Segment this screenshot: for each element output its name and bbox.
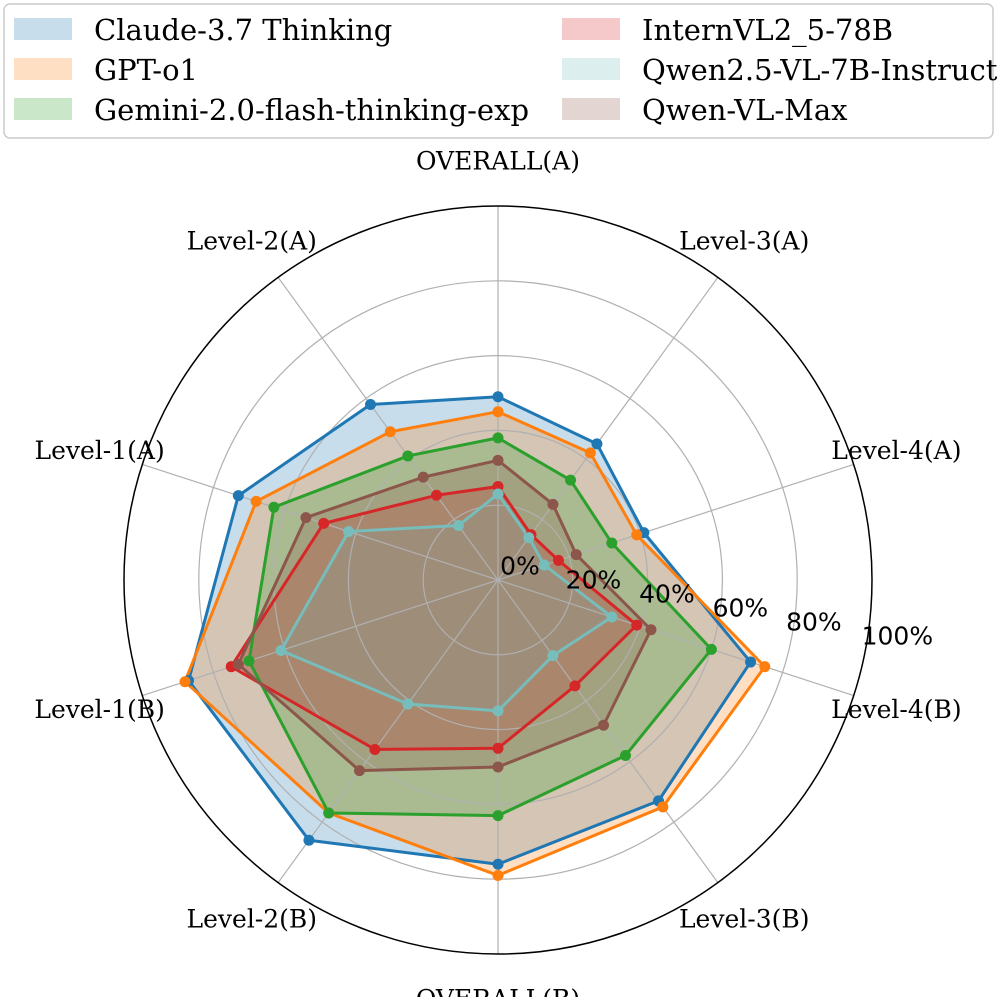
series-area-qwen2-5-vl-7b-instruct xyxy=(281,493,612,711)
point-gpt-o1-overall-a xyxy=(492,406,504,418)
legend-swatch-qwen2-5-vl-7b-instruct xyxy=(562,58,620,80)
legend-label-qwen-vl-max: Qwen-VL-Max xyxy=(642,93,847,127)
axis-label-level-2-b: Level-2(B) xyxy=(187,904,318,933)
point-claude-3-7-thinking-level-1-a xyxy=(232,490,244,502)
radial-tick-label-60: 60% xyxy=(713,594,769,623)
outer-ring xyxy=(123,205,873,955)
radial-tick-label-40: 40% xyxy=(639,580,695,609)
point-gpt-o1-level-1-b xyxy=(179,676,191,688)
point-qwen2-5-vl-7b-instruct-level-4-a xyxy=(538,559,550,571)
point-gemini-2-0-flash-thinking-exp-level-3-a xyxy=(565,474,577,486)
legend-swatch-qwen-vl-max xyxy=(562,98,620,120)
radial-tick-label-80: 80% xyxy=(786,608,842,637)
point-gemini-2-0-flash-thinking-exp-level-1-b xyxy=(243,655,255,667)
legend: Claude-3.7 Thinking GPT-o1 Gemini-2.0-flas… xyxy=(3,3,997,139)
axis-label-level-2-a: Level-2(A) xyxy=(187,227,317,256)
grid-spoke-level-4-b xyxy=(497,579,854,697)
point-internvl2-5-78b-overall-b xyxy=(492,742,504,754)
series-area-claude-3-7-thinking xyxy=(188,396,751,865)
point-gemini-2-0-flash-thinking-exp-level-1-a xyxy=(268,501,280,513)
point-gemini-2-0-flash-thinking-exp-level-4-a xyxy=(606,537,618,549)
point-gpt-o1-level-3-a xyxy=(584,447,596,459)
radar-points xyxy=(179,391,771,881)
point-claude-3-7-thinking-level-2-a xyxy=(364,399,376,411)
point-qwen-vl-max-level-2-a xyxy=(417,471,429,483)
point-qwen2-5-vl-7b-instruct-level-1-b xyxy=(275,644,287,656)
point-qwen2-5-vl-7b-instruct-overall-a xyxy=(492,488,504,500)
legend-label-internvl2-5-78b: InternVL2_5-78B xyxy=(642,13,893,48)
legend-label-gpt-o1: GPT-o1 xyxy=(94,53,198,87)
point-qwen-vl-max-level-1-a xyxy=(300,512,312,524)
point-qwen-vl-max-level-4-b xyxy=(645,624,657,636)
axis-label-level-3-b: Level-3(B) xyxy=(679,904,810,933)
point-gemini-2-0-flash-thinking-exp-overall-a xyxy=(492,432,504,444)
point-qwen2-5-vl-7b-instruct-level-1-a xyxy=(343,525,355,537)
legend-swatch-claude-3-7-thinking xyxy=(14,18,72,40)
point-claude-3-7-thinking-level-4-b xyxy=(745,656,757,668)
grid-spoke-level-3-a xyxy=(497,277,719,581)
grid-spoke-level-1-b xyxy=(142,579,499,697)
axis-label-level-1-b: Level-1(B) xyxy=(34,695,165,724)
point-internvl2-5-78b-level-3-b xyxy=(569,680,581,692)
legend-frame xyxy=(3,3,994,139)
radial-tick-label-0: 0% xyxy=(500,552,540,581)
series-area-qwen-vl-max xyxy=(238,460,651,771)
point-qwen-vl-max-level-4-a xyxy=(570,549,582,561)
point-qwen-vl-max-overall-b xyxy=(492,761,504,773)
axis-label-level-4-b: Level-4(B) xyxy=(831,695,962,724)
point-qwen-vl-max-overall-a xyxy=(492,454,504,466)
radar-tick-labels: 0% 20% 40% 60% 80% 100% xyxy=(500,552,933,651)
legend-label-qwen2-5-vl-7b-instruct: Qwen2.5-VL-7B-Instruct xyxy=(642,53,997,87)
point-qwen2-5-vl-7b-instruct-level-3-a xyxy=(523,532,535,544)
point-gpt-o1-overall-b xyxy=(492,869,504,881)
axis-label-level-1-a: Level-1(A) xyxy=(35,436,165,465)
point-gpt-o1-level-3-b xyxy=(657,801,669,813)
radar-axis-labels: OVERALL(A) Level-3(A) Level-4(A) Level-4(B)… xyxy=(34,147,961,997)
point-qwen2-5-vl-7b-instruct-level-3-b xyxy=(547,650,559,662)
point-claude-3-7-thinking-level-3-a xyxy=(591,438,603,450)
point-claude-3-7-thinking-overall-b xyxy=(492,858,504,870)
point-claude-3-7-thinking-level-2-b xyxy=(303,834,315,846)
legend-swatch-gemini-2-0-flash-thinking-exp xyxy=(14,98,72,120)
series-area-gemini-2-0-flash-thinking-exp xyxy=(249,437,712,816)
point-internvl2-5-78b-level-1-a xyxy=(318,517,330,529)
radial-tick-label-100: 100% xyxy=(862,622,933,651)
axis-label-overall-b: OVERALL(B) xyxy=(416,984,580,997)
axis-label-level-3-a: Level-3(A) xyxy=(679,227,809,256)
legend-swatch-gpt-o1 xyxy=(14,58,72,80)
point-internvl2-5-78b-level-4-a xyxy=(552,554,564,566)
grid-spoke-level-3-b xyxy=(497,579,719,883)
legend-label-claude-3-7-thinking: Claude-3.7 Thinking xyxy=(94,13,392,47)
axis-label-overall-a: OVERALL(A) xyxy=(416,147,580,176)
axis-label-level-4-a: Level-4(A) xyxy=(831,436,961,465)
point-qwen2-5-vl-7b-instruct-level-2-b xyxy=(402,698,414,710)
point-gpt-o1-level-1-a xyxy=(250,495,262,507)
point-gpt-o1-level-4-a xyxy=(631,529,643,541)
point-qwen-vl-max-level-3-a xyxy=(547,498,559,510)
point-qwen-vl-max-level-2-b xyxy=(354,765,366,777)
point-gpt-o1-level-2-a xyxy=(384,426,396,438)
point-qwen2-5-vl-7b-instruct-overall-b xyxy=(492,705,504,717)
radial-tick-label-20: 20% xyxy=(566,566,622,595)
point-qwen2-5-vl-7b-instruct-level-4-b xyxy=(606,611,618,623)
point-gemini-2-0-flash-thinking-exp-level-2-a xyxy=(402,450,414,462)
point-gpt-o1-level-4-b xyxy=(759,661,771,673)
radar-grid xyxy=(123,205,873,955)
point-claude-3-7-thinking-overall-a xyxy=(492,391,504,403)
point-qwen2-5-vl-7b-instruct-level-2-a xyxy=(452,520,464,532)
grid-spoke-level-2-b xyxy=(277,579,499,883)
point-internvl2-5-78b-level-4-b xyxy=(631,619,643,631)
legend-swatch-internvl2-5-78b xyxy=(562,18,620,40)
point-internvl2-5-78b-level-2-b xyxy=(369,743,381,755)
point-gemini-2-0-flash-thinking-exp-overall-b xyxy=(492,810,504,822)
point-gemini-2-0-flash-thinking-exp-level-4-b xyxy=(705,643,717,655)
point-qwen-vl-max-level-3-b xyxy=(598,719,610,731)
point-qwen-vl-max-level-1-b xyxy=(232,658,244,670)
legend-label-gemini-2-0-flash-thinking-exp: Gemini-2.0-flash-thinking-exp xyxy=(94,93,529,127)
point-gemini-2-0-flash-thinking-exp-level-3-b xyxy=(620,749,632,761)
point-internvl2-5-78b-level-2-a xyxy=(430,489,442,501)
point-gemini-2-0-flash-thinking-exp-level-2-b xyxy=(323,807,335,819)
